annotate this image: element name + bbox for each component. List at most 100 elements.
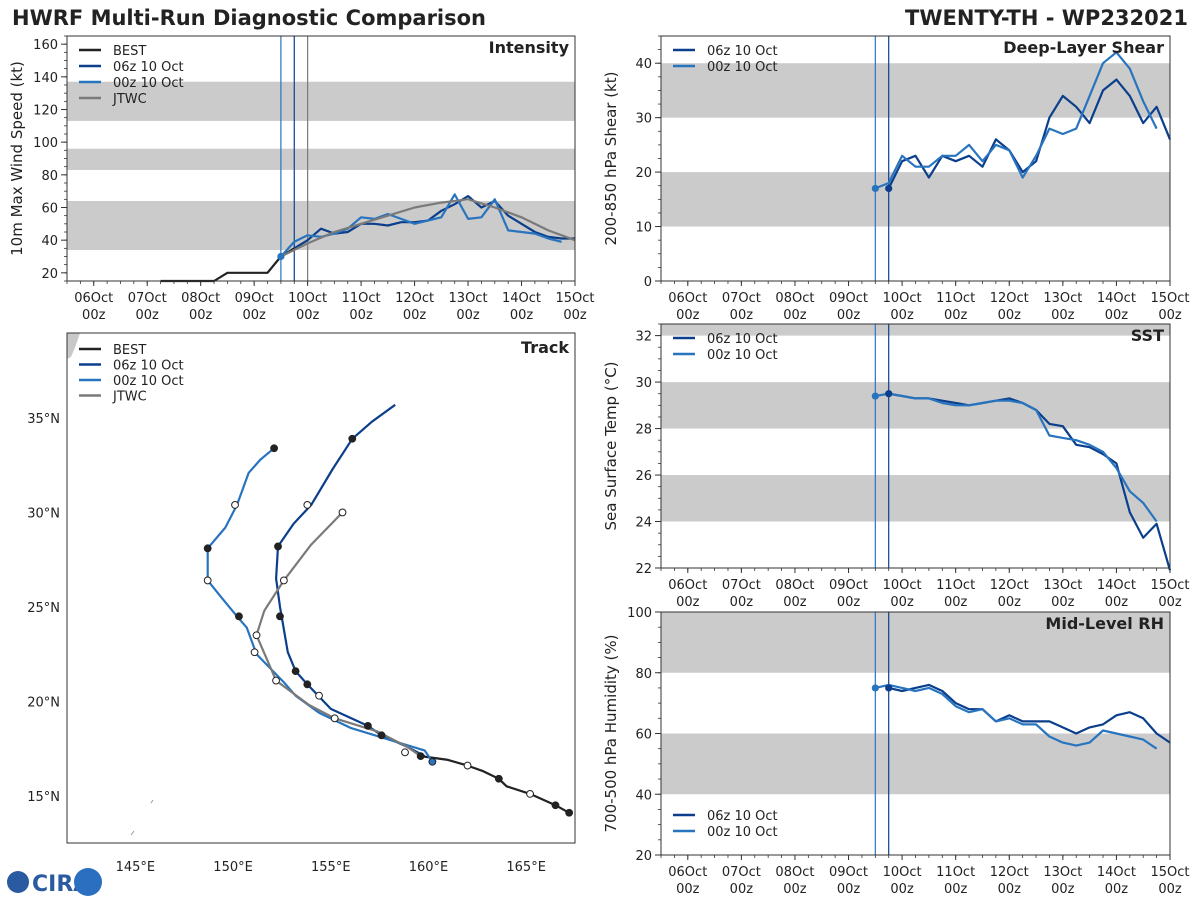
intensity-xtick-day: 12Oct <box>395 291 434 306</box>
intensity-xtick-day: 06Oct <box>74 291 113 306</box>
rh-band <box>661 733 1170 795</box>
sst-xtick-day: 07Oct <box>722 578 761 593</box>
rh-xtick-day: 14Oct <box>1097 865 1136 880</box>
rh-xtick-hour: 00z <box>676 882 700 897</box>
track-lon-label: 150°E <box>213 860 253 875</box>
sst-init-marker <box>885 390 893 398</box>
track-point-run00 <box>270 444 279 453</box>
figure-title-left: HWRF Multi-Run Diagnostic Comparison <box>12 6 486 30</box>
intensity-xtick-hour: 00z <box>242 308 266 323</box>
track-map-background <box>67 333 575 843</box>
sst-xtick-day: 06Oct <box>668 578 707 593</box>
intensity-ytick-label: 60 <box>41 202 58 217</box>
cira-logo: CIRA <box>7 868 102 897</box>
intensity-init-marker <box>277 252 285 261</box>
logo-globe-icon <box>7 871 29 893</box>
intensity-xtick-day: 14Oct <box>502 291 541 306</box>
rh-xtick-hour: 00z <box>998 882 1022 897</box>
shear-ytick-label: 10 <box>635 221 652 236</box>
rh-series-run00 <box>875 683 1158 750</box>
track-lat-label: 15°N <box>27 790 60 805</box>
intensity-xtick-hour: 00z <box>296 308 320 323</box>
sst-ytick-label: 30 <box>635 376 652 391</box>
intensity-ytick-label: 140 <box>33 71 58 86</box>
sst-xtick-hour: 00z <box>890 595 914 610</box>
track-legend-label: 00z 10 Oct <box>113 374 184 389</box>
shear-xtick-day: 07Oct <box>722 291 761 306</box>
logo-satellite-icon <box>74 868 102 896</box>
track-point-run00 <box>315 691 323 700</box>
rh-xtick-hour: 00z <box>1105 882 1129 897</box>
sst-xtick-day: 10Oct <box>883 578 922 593</box>
track-point-best <box>551 801 560 810</box>
intensity-legend-label: 06z 10 Oct <box>113 60 184 75</box>
intensity-xtick-day: 13Oct <box>449 291 488 306</box>
shear-ytick-label: 20 <box>635 166 652 181</box>
intensity-xtick-hour: 00z <box>403 308 427 323</box>
shear-xtick-hour: 00z <box>837 308 861 323</box>
sst-ytick-label: 28 <box>635 423 652 438</box>
intensity-xtick-hour: 00z <box>82 308 106 323</box>
shear-series-run00 <box>874 51 1158 190</box>
intensity-xtick-hour: 00z <box>510 308 534 323</box>
track-point-run06 <box>377 731 386 740</box>
track-lon-label: 165°E <box>506 860 546 875</box>
track-point-run00 <box>250 648 259 657</box>
sst-band <box>661 324 1170 336</box>
track-lat-label: 35°N <box>27 412 60 427</box>
shear-legend-label: 00z 10 Oct <box>707 60 778 75</box>
track-lat-label: 25°N <box>27 601 60 616</box>
figure-title-right: TWENTY-TH - WP232021 <box>905 6 1188 30</box>
track-point-run06 <box>348 434 357 443</box>
sst-ylabel: Sea Surface Temp (°C) <box>602 361 620 530</box>
track-legend-label: BEST <box>113 343 146 358</box>
track-line-run00 <box>206 447 434 763</box>
intensity-band <box>67 200 575 250</box>
track-lon-label: 145°E <box>116 860 156 875</box>
shear-xtick-day: 14Oct <box>1097 291 1136 306</box>
track-point-run00 <box>235 612 243 621</box>
intensity-series-best <box>160 247 295 283</box>
sst-xtick-hour: 00z <box>1105 595 1129 610</box>
rh-series-run06 <box>888 683 1171 744</box>
shear-xtick-hour: 00z <box>998 308 1022 323</box>
shear-ytick-label: 30 <box>635 112 652 127</box>
track-point-run06 <box>363 721 372 730</box>
sst-xtick-day: 11Oct <box>936 578 975 593</box>
islands <box>130 799 154 836</box>
intensity-ylabel: 10m Max Wind Speed (kt) <box>8 61 26 256</box>
rh-legend-label: 00z 10 Oct <box>707 825 778 840</box>
rh-xtick-hour: 00z <box>890 882 914 897</box>
rh-xtick-day: 09Oct <box>829 865 868 880</box>
intensity-series-jtwc <box>280 198 576 258</box>
intensity-xtick-hour: 00z <box>349 308 373 323</box>
intensity-legend-label: 00z 10 Oct <box>113 76 184 91</box>
intensity-xtick-hour: 00z <box>456 308 480 323</box>
sst-xtick-hour: 00z <box>837 595 861 610</box>
intensity-ytick-label: 40 <box>41 234 58 249</box>
rh-panel: 20 40 60 80 100 06Oct 00z 07Oct 00z 08Oct 00z 09Oct… <box>602 606 1190 897</box>
sst-ytick-label: 32 <box>635 330 652 345</box>
intensity-ytick-label: 120 <box>33 104 58 119</box>
rh-xtick-hour: 00z <box>783 882 807 897</box>
rh-xtick-day: 13Oct <box>1043 865 1082 880</box>
sst-legend-label: 06z 10 Oct <box>707 332 778 347</box>
track-lon-label: 155°E <box>311 860 351 875</box>
rh-xtick-day: 15Oct <box>1150 865 1189 880</box>
rh-xtick-day: 07Oct <box>722 865 761 880</box>
shear-xtick-day: 10Oct <box>883 291 922 306</box>
rh-ytick-label: 80 <box>635 667 652 682</box>
sst-xtick-hour: 00z <box>1051 595 1075 610</box>
track-point-best <box>526 789 534 798</box>
shear-xtick-hour: 00z <box>730 308 754 323</box>
track-point-jtwc <box>401 748 409 757</box>
intensity-xtick-day: 10Oct <box>288 291 327 306</box>
shear-panel: 0 10 20 30 40 06Oct 00z 07Oct 00z 08Oct 00z 09Oct 00… <box>602 35 1190 323</box>
sst-xtick-day: 12Oct <box>990 578 1029 593</box>
rh-xtick-hour: 00z <box>837 882 861 897</box>
track-legend-label: 06z 10 Oct <box>113 359 184 374</box>
shear-xtick-hour: 00z <box>1158 308 1182 323</box>
sst-band <box>661 382 1170 429</box>
intensity-band <box>67 148 575 170</box>
sst-band <box>661 475 1170 522</box>
